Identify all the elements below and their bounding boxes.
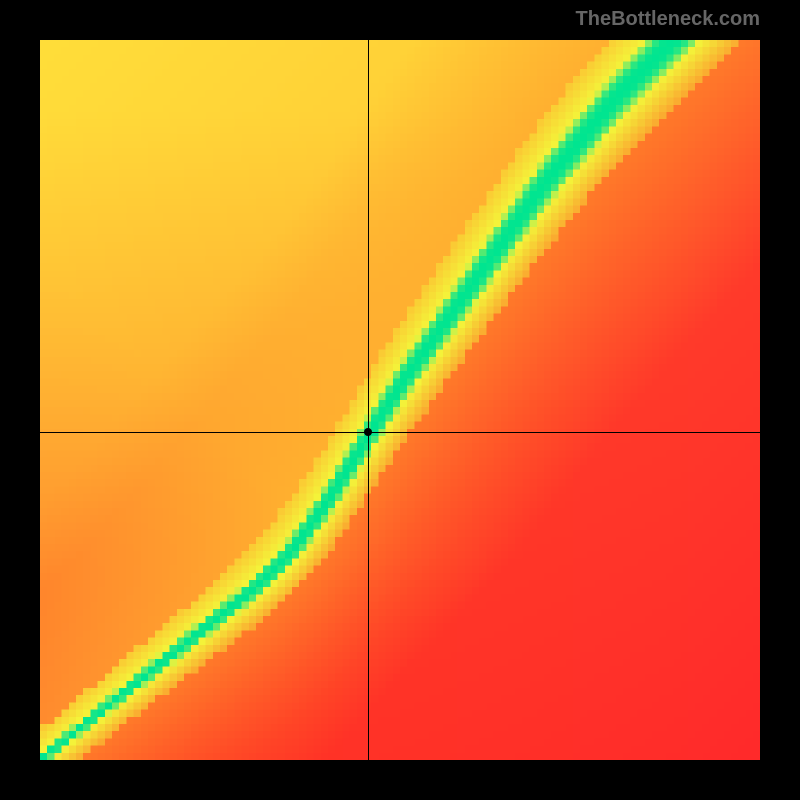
heatmap-plot bbox=[40, 40, 760, 760]
crosshair-marker bbox=[364, 428, 372, 436]
heatmap-canvas bbox=[40, 40, 760, 760]
watermark-text: TheBottleneck.com bbox=[576, 8, 760, 31]
crosshair-horizontal bbox=[40, 432, 760, 433]
crosshair-vertical bbox=[368, 40, 369, 760]
